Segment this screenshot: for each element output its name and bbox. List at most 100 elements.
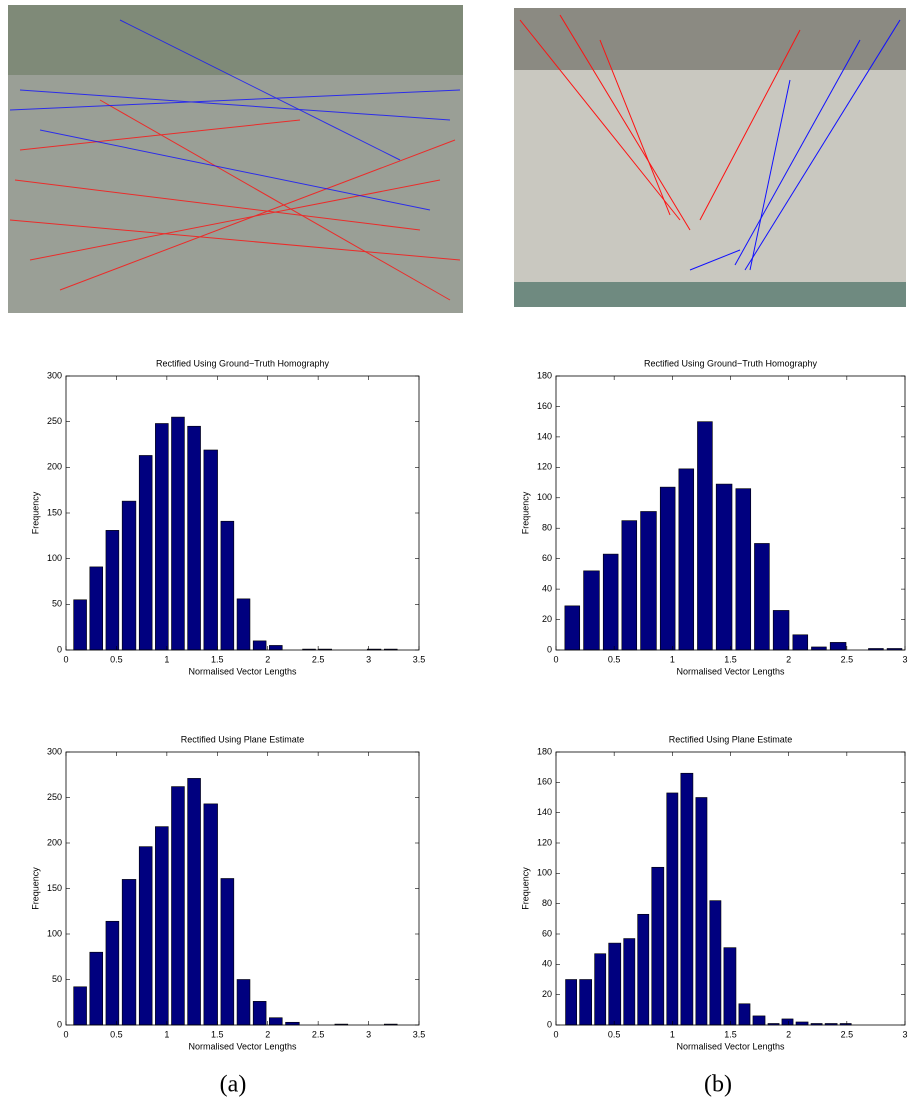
- bar: [220, 520, 235, 651]
- bar: [73, 599, 87, 651]
- y-tick-label: 0: [57, 1019, 62, 1029]
- x-axis-label: Normalised Vector Lengths: [188, 666, 297, 676]
- x-tick-label: 2.5: [312, 1029, 325, 1039]
- bar: [203, 449, 218, 651]
- bar: [236, 979, 251, 1026]
- x-tick-label: 1.5: [211, 654, 224, 664]
- y-tick-label: 50: [52, 599, 62, 609]
- bar: [781, 1018, 794, 1026]
- bar: [579, 979, 593, 1026]
- bar: [105, 920, 120, 1026]
- bar: [583, 570, 600, 651]
- chart-title: Rectified Using Plane Estimate: [669, 734, 793, 744]
- x-tick-label: 0.5: [608, 1029, 621, 1039]
- bar: [772, 610, 790, 651]
- x-tick-label: 3.5: [413, 1029, 426, 1039]
- x-axis-label: Normalised Vector Lengths: [676, 1041, 785, 1051]
- bar: [105, 530, 120, 651]
- y-tick-label: 100: [47, 553, 62, 563]
- bar: [709, 900, 722, 1026]
- chart-title: Rectified Using Plane Estimate: [181, 734, 305, 744]
- bar: [252, 1001, 267, 1026]
- x-axis-label: Normalised Vector Lengths: [676, 666, 785, 676]
- x-tick-label: 1: [670, 654, 675, 664]
- y-tick-label: 180: [537, 746, 552, 756]
- y-tick-label: 60: [542, 553, 552, 563]
- bar: [637, 913, 650, 1026]
- x-tick-label: 2: [786, 1029, 791, 1039]
- x-tick-label: 0.5: [110, 654, 123, 664]
- bar: [666, 792, 679, 1026]
- x-tick-label: 0: [553, 654, 558, 664]
- bar: [792, 634, 809, 651]
- y-tick-label: 200: [47, 837, 62, 847]
- y-tick-label: 120: [537, 837, 552, 847]
- x-tick-label: 2.5: [841, 1029, 854, 1039]
- x-tick-label: 2.5: [841, 654, 854, 664]
- y-axis-label: Frequency: [520, 491, 530, 534]
- bar: [651, 866, 665, 1026]
- y-tick-label: 60: [542, 928, 552, 938]
- x-tick-label: 3: [366, 1029, 371, 1039]
- bar: [678, 468, 695, 651]
- bar: [236, 598, 251, 651]
- bar: [89, 566, 104, 651]
- bar: [811, 646, 827, 651]
- photo-a: [8, 5, 463, 313]
- bar: [220, 878, 235, 1026]
- bar: [564, 605, 581, 651]
- y-tick-label: 300: [47, 746, 62, 756]
- y-tick-label: 40: [542, 583, 552, 593]
- bar: [659, 486, 676, 651]
- bar: [795, 1021, 809, 1026]
- bar: [715, 483, 733, 651]
- y-tick-label: 250: [47, 416, 62, 426]
- bar: [621, 520, 638, 651]
- bar: [608, 942, 622, 1026]
- bar: [138, 846, 153, 1026]
- x-tick-label: 2: [265, 1029, 270, 1039]
- bar: [187, 778, 201, 1026]
- y-tick-label: 160: [537, 401, 552, 411]
- x-tick-label: 1: [670, 1029, 675, 1039]
- y-tick-label: 40: [542, 959, 552, 969]
- bar: [171, 786, 185, 1026]
- bar: [723, 947, 737, 1026]
- bar: [269, 1017, 283, 1026]
- bar: [121, 879, 137, 1026]
- x-tick-label: 2: [265, 654, 270, 664]
- y-tick-label: 100: [537, 868, 552, 878]
- bar: [754, 543, 770, 651]
- x-tick-label: 1: [164, 1029, 169, 1039]
- chart-title: Rectified Using Ground−Truth Homography: [156, 358, 329, 368]
- bar: [735, 488, 752, 651]
- y-tick-label: 180: [537, 370, 552, 380]
- x-tick-label: 3.5: [413, 654, 426, 664]
- x-tick-label: 1.5: [724, 1029, 737, 1039]
- bar: [269, 645, 283, 651]
- x-tick-label: 0.5: [608, 654, 621, 664]
- bar: [594, 953, 607, 1026]
- y-tick-label: 150: [47, 883, 62, 893]
- bar: [73, 986, 87, 1026]
- bar: [602, 553, 619, 651]
- bar: [565, 979, 578, 1026]
- y-tick-label: 20: [542, 989, 552, 999]
- y-tick-label: 0: [57, 644, 62, 654]
- bar: [171, 416, 185, 651]
- y-tick-label: 140: [537, 807, 552, 817]
- bar: [285, 1021, 300, 1026]
- x-tick-label: 0.5: [110, 1029, 123, 1039]
- bar: [89, 951, 104, 1026]
- y-tick-label: 100: [537, 492, 552, 502]
- bar: [155, 826, 169, 1026]
- x-tick-label: 0: [63, 654, 68, 664]
- caption: (b): [704, 1072, 732, 1098]
- y-tick-label: 150: [47, 507, 62, 517]
- bar: [640, 511, 657, 651]
- bar: [695, 797, 708, 1026]
- y-tick-label: 160: [537, 777, 552, 787]
- x-tick-label: 3: [366, 654, 371, 664]
- y-tick-label: 20: [542, 614, 552, 624]
